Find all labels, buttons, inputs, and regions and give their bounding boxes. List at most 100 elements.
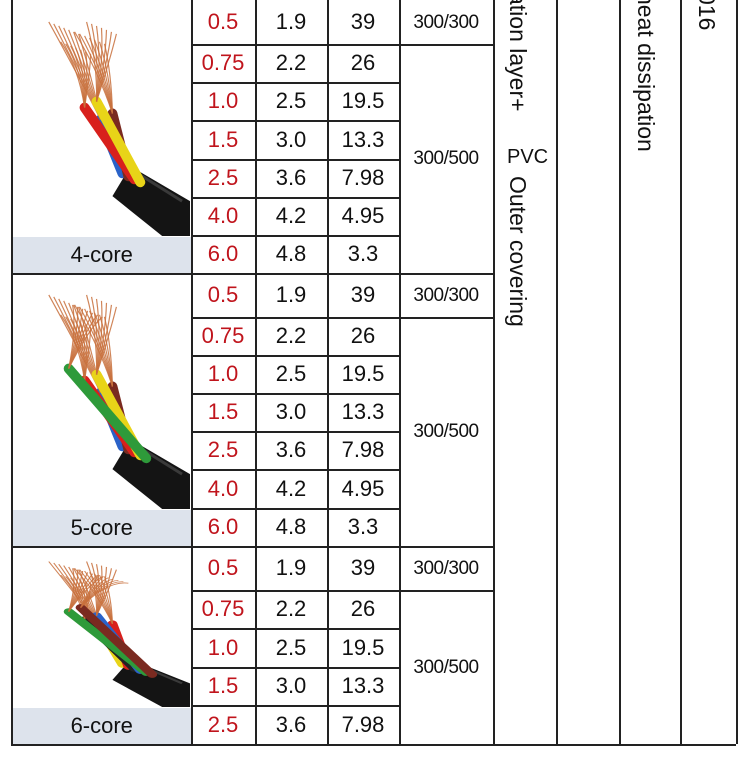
- grid-line: [191, 317, 399, 319]
- grid-line: [191, 628, 399, 630]
- resistance-cell: 13.3: [341, 673, 385, 698]
- cable-photo-6-core: [13, 548, 190, 707]
- pvc-text: PVC: [507, 146, 549, 168]
- grid-line: [556, 0, 558, 744]
- resistance-cell: 19.5: [341, 634, 385, 660]
- cross-section-cell: 6.0: [207, 241, 239, 266]
- cross-section-cell: 1.0: [207, 88, 239, 113]
- resistance-cell: 7.98: [341, 165, 385, 190]
- diameter-cell: 4.2: [275, 475, 307, 501]
- grid-line: [680, 0, 682, 744]
- resistance-cell: 13.3: [341, 126, 385, 152]
- grid-line: [191, 120, 399, 122]
- heat-dissipation-text: heat dissipation: [633, 0, 659, 152]
- resistance-cell: 3.3: [347, 241, 379, 266]
- grid-line: [736, 0, 738, 744]
- cross-section-cell: 4.0: [207, 475, 239, 501]
- resistance-cell: 39: [350, 282, 376, 307]
- resistance-cell: 4.95: [341, 203, 385, 228]
- grid-line: [327, 0, 329, 744]
- grid-line: [493, 744, 736, 746]
- diameter-cell: 2.5: [275, 88, 307, 113]
- cross-section-cell: 1.5: [207, 673, 239, 698]
- grid-line: [191, 0, 193, 744]
- grid-line: [11, 0, 13, 744]
- diameter-cell: 4.8: [275, 514, 307, 539]
- grid-line: [191, 431, 399, 433]
- grid-line: [11, 273, 493, 275]
- voltage-cell: 300/500: [413, 148, 479, 169]
- core-count-label: 4-core: [12, 237, 191, 273]
- diameter-cell: 3.6: [275, 165, 307, 190]
- resistance-cell: 7.98: [341, 711, 385, 737]
- diameter-cell: 2.2: [275, 50, 307, 75]
- grid-line: [399, 44, 493, 46]
- cross-section-cell: 0.75: [201, 50, 245, 75]
- grid-line: [399, 0, 401, 744]
- resistance-cell: 39: [350, 555, 376, 580]
- voltage-cell: 300/500: [413, 656, 479, 678]
- grid-line: [191, 508, 399, 510]
- diameter-cell: 1.9: [275, 555, 307, 580]
- grid-line: [493, 0, 495, 744]
- diameter-cell: 1.9: [275, 282, 307, 307]
- core-count-label: 6-core: [12, 708, 191, 744]
- cross-section-cell: 0.5: [207, 9, 239, 34]
- cross-section-cell: 1.5: [207, 126, 239, 152]
- diameter-cell: 2.5: [275, 634, 307, 660]
- grid-line: [191, 44, 399, 46]
- voltage-cell: 300/300: [413, 557, 479, 579]
- grid-line: [11, 546, 493, 548]
- grid-line: [191, 355, 399, 357]
- cable-photo-5-core: [13, 275, 190, 509]
- resistance-cell: 26: [350, 50, 376, 75]
- grid-line: [399, 317, 493, 319]
- resistance-cell: 19.5: [341, 361, 385, 386]
- diameter-cell: 1.9: [275, 9, 307, 34]
- voltage-cell: 300/300: [413, 284, 479, 306]
- resistance-cell: 39: [350, 9, 376, 34]
- diameter-cell: 2.2: [275, 323, 307, 348]
- resistance-cell: 3.3: [347, 514, 379, 539]
- insulation-layer-text: ation layer+: [505, 0, 531, 112]
- outer-covering-text: Outer covering: [505, 176, 531, 327]
- grid-line: [191, 667, 399, 669]
- cable-photo-4-core: [13, 2, 190, 236]
- grid-line: [191, 393, 399, 395]
- cross-section-cell: 1.0: [207, 361, 239, 386]
- voltage-cell: 300/500: [413, 421, 479, 442]
- cross-section-cell: 1.0: [207, 634, 239, 660]
- cross-section-cell: 2.5: [207, 437, 239, 462]
- voltage-cell: 300/300: [413, 11, 479, 33]
- grid-line: [191, 159, 399, 161]
- resistance-cell: 26: [350, 323, 376, 348]
- grid-line: [191, 235, 399, 237]
- grid-line: [11, 744, 493, 746]
- grid-line: [191, 705, 399, 707]
- diameter-cell: 3.0: [275, 399, 307, 424]
- cross-section-cell: 2.5: [207, 711, 239, 737]
- diameter-cell: 3.0: [275, 126, 307, 152]
- cross-section-cell: 6.0: [207, 514, 239, 539]
- core-count-label: 5-core: [12, 510, 191, 546]
- diameter-cell: 2.5: [275, 361, 307, 386]
- cross-section-cell: 0.75: [201, 323, 245, 348]
- resistance-cell: 26: [350, 596, 376, 621]
- resistance-cell: 19.5: [341, 88, 385, 113]
- cross-section-cell: 0.5: [207, 282, 239, 307]
- grid-line: [191, 469, 399, 471]
- diameter-cell: 3.0: [275, 673, 307, 698]
- diameter-cell: 4.8: [275, 241, 307, 266]
- year-fragment-text: 016: [694, 0, 720, 31]
- diameter-cell: 2.2: [275, 596, 307, 621]
- grid-line: [619, 0, 621, 744]
- cross-section-cell: 1.5: [207, 399, 239, 424]
- cross-section-cell: 2.5: [207, 165, 239, 190]
- grid-line: [255, 0, 257, 744]
- cross-section-cell: 4.0: [207, 203, 239, 228]
- resistance-cell: 7.98: [341, 437, 385, 462]
- diameter-cell: 3.6: [275, 437, 307, 462]
- grid-line: [191, 590, 399, 592]
- grid-line: [399, 590, 493, 592]
